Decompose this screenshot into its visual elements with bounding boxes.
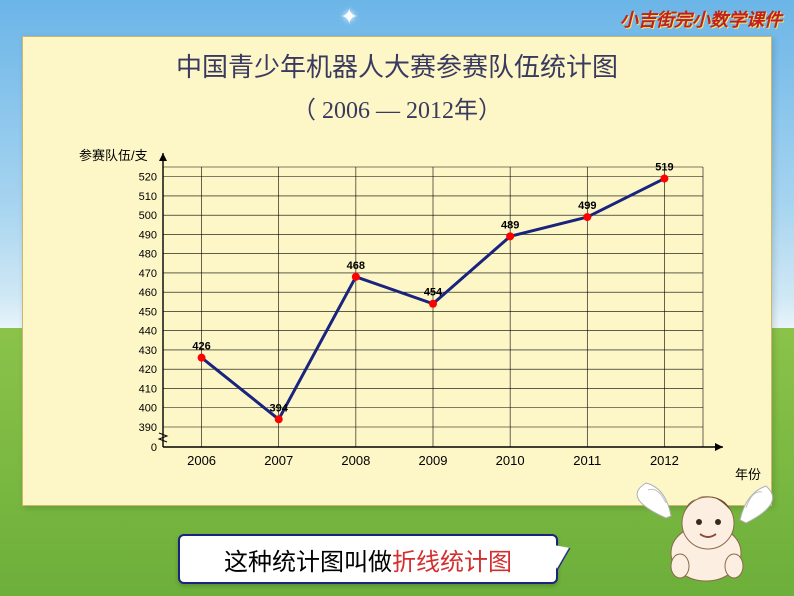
svg-text:440: 440 (139, 326, 157, 338)
chart-subtitle: （ 2006 — 2012年） (23, 90, 771, 125)
svg-text:400: 400 (139, 403, 157, 415)
svg-text:490: 490 (139, 229, 157, 241)
svg-text:426: 426 (192, 341, 210, 353)
svg-text:410: 410 (139, 383, 157, 395)
svg-text:2012: 2012 (650, 453, 679, 468)
svg-text:500: 500 (139, 210, 157, 222)
svg-text:2008: 2008 (341, 453, 370, 468)
watermark-text: 小吉街完小数学课件 (620, 6, 782, 32)
svg-text:519: 519 (655, 162, 673, 174)
svg-text:499: 499 (578, 200, 596, 212)
svg-text:489: 489 (501, 219, 519, 231)
callout-text: 这种统计图叫做 (224, 542, 392, 577)
svg-text:2010: 2010 (496, 453, 525, 468)
sparkle-decoration: ✦ (340, 4, 358, 30)
svg-text:2006: 2006 (187, 453, 216, 468)
callout-tail (545, 535, 575, 569)
svg-text:420: 420 (139, 364, 157, 376)
svg-text:454: 454 (424, 287, 443, 299)
svg-text:430: 430 (139, 345, 157, 357)
svg-text:460: 460 (139, 287, 157, 299)
callout-highlight: 折线统计图 (392, 542, 512, 577)
svg-text:390: 390 (139, 422, 157, 434)
line-chart: 0 390 400 410 420 430 440 450 460 470 480 490 500 510… (123, 167, 723, 487)
chart-title: 中国青少年机器人大赛参赛队伍统计图 (23, 47, 771, 84)
svg-text:450: 450 (139, 306, 157, 318)
svg-text:2009: 2009 (419, 453, 448, 468)
svg-text:394: 394 (270, 402, 289, 414)
svg-text:510: 510 (139, 191, 157, 203)
svg-text:468: 468 (347, 260, 365, 272)
svg-text:520: 520 (139, 172, 157, 184)
svg-text:2007: 2007 (264, 453, 293, 468)
y-axis-label: 参赛队伍/支 (79, 145, 148, 164)
svg-text:470: 470 (139, 268, 157, 280)
slide: ✦ 小吉街完小数学课件 中国青少年机器人大赛参赛队伍统计图 （ 2006 — 2… (0, 0, 794, 596)
callout-box: 这种统计图叫做折线统计图 (178, 534, 558, 584)
angel-decoration (636, 468, 776, 588)
svg-text:2011: 2011 (573, 453, 601, 468)
svg-text:480: 480 (139, 249, 157, 261)
page-panel: 中国青少年机器人大赛参赛队伍统计图 （ 2006 — 2012年） 参赛队伍/支… (22, 36, 772, 506)
svg-text:0: 0 (151, 442, 157, 454)
